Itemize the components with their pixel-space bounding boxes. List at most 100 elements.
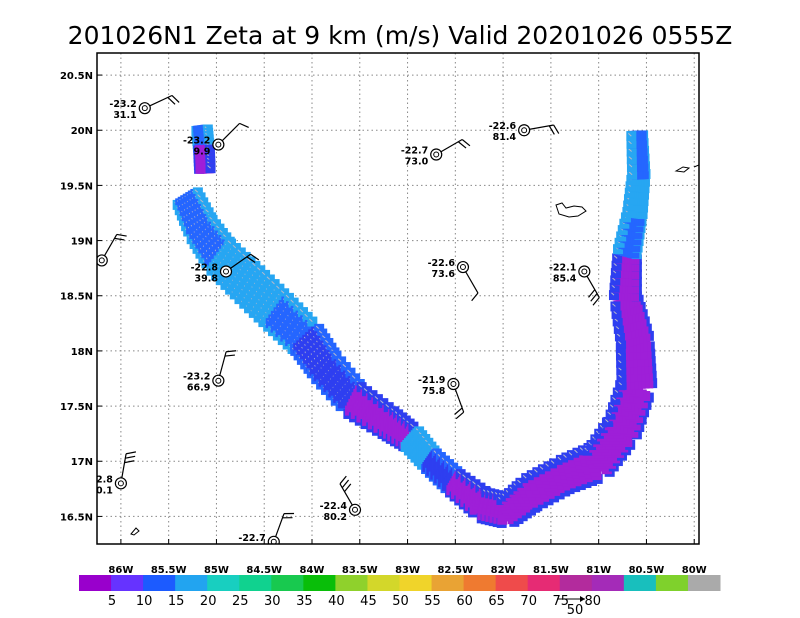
band-arrow-1079 — [612, 303, 616, 307]
band-arrow-791 — [539, 466, 544, 470]
colorbar-label-15: 80 — [585, 594, 602, 609]
band-arrow-1007 — [617, 359, 622, 364]
station-8-barb-1 — [224, 354, 235, 357]
x-tick-label-7: 82.5W — [437, 565, 473, 576]
colorbar-label-5: 30 — [264, 594, 281, 609]
band-arrow-1088 — [610, 292, 615, 296]
band-arrow-233 — [290, 299, 294, 303]
station-9-barb-0 — [455, 411, 465, 420]
station-7-barb-2 — [588, 289, 596, 298]
x-tick-label-12: 80W — [682, 565, 707, 576]
band-arrow-260 — [304, 313, 308, 318]
band-arrow-251 — [299, 309, 304, 313]
band-arrow-242 — [295, 304, 299, 308]
station-9-ring — [447, 377, 460, 391]
band-arrow-935 — [607, 411, 611, 415]
station-5-value-top: -22.8 — [191, 262, 219, 273]
station-11-value-top: -22.7 — [238, 533, 265, 544]
band-arrow-269 — [309, 318, 313, 322]
band-arrow-350 — [342, 363, 347, 368]
band-arrow-332 — [333, 352, 337, 357]
station-5-ring — [219, 265, 233, 278]
station-0: -23.231.1 — [109, 94, 180, 121]
colorbar-label-9: 50 — [392, 594, 409, 609]
station-3-barb-0 — [553, 124, 560, 134]
station-10-barb-0 — [125, 451, 137, 455]
station-12: -22.480.2 — [320, 475, 362, 523]
band-arrow-881 — [588, 441, 592, 446]
colorbar-swatch-7 — [303, 575, 336, 591]
band-arrow-620 — [467, 477, 471, 482]
station-5: -22.839.8 — [191, 253, 260, 284]
band-arrow-764 — [522, 475, 527, 479]
station-3-value-bottom: 81.4 — [493, 132, 517, 143]
band-arrow-1106 — [611, 277, 616, 281]
colorbar-swatch-2 — [143, 575, 176, 591]
band-arrow-287 — [318, 330, 323, 334]
station-10: 22.820.1 — [97, 451, 137, 496]
band-arrow-1016 — [617, 352, 622, 356]
band-arrow-44 — [205, 209, 209, 213]
band-arrow-638 — [477, 484, 481, 488]
station-0-ring — [138, 102, 151, 115]
plot-frame — [96, 52, 700, 545]
station-6-ring — [456, 260, 470, 274]
station-6-value-bottom: 73.6 — [432, 269, 456, 280]
station-6-core — [459, 264, 466, 271]
band-arrow-1277 — [628, 148, 632, 152]
reference-arrow-head — [580, 596, 585, 602]
band-arrow-116 — [227, 240, 232, 244]
y-tick-label-5: 19N — [71, 237, 93, 248]
station-9-core — [450, 381, 457, 388]
station-4-core — [98, 257, 105, 264]
station-12-ring — [348, 503, 362, 516]
band-arrow-1133 — [613, 255, 618, 259]
x-tick-label-10: 81W — [586, 565, 611, 576]
x-tick-label-11: 80.5W — [629, 565, 665, 576]
colorbar-label-12: 65 — [488, 594, 505, 609]
band-arrow-755 — [517, 479, 521, 484]
band-arrow-26 — [199, 199, 204, 203]
station-11: -22.767.9 — [238, 512, 295, 544]
small-band-arrow-107 — [207, 165, 211, 169]
y-tick-label-1: 17N — [71, 457, 93, 468]
colorbar-swatch-10 — [399, 575, 433, 591]
band-arrow-1250 — [628, 171, 633, 176]
band-arrow-1259 — [628, 163, 633, 168]
colorbar-swatch-0 — [79, 575, 112, 591]
station-12-barb-0 — [339, 475, 347, 485]
y-tick-label-3: 18N — [71, 347, 93, 358]
colorbar-swatch-14 — [527, 575, 561, 591]
colorbar-label-4: 25 — [232, 594, 249, 609]
band-arrow-431 — [385, 404, 390, 408]
station-9-value-top: -21.9 — [418, 375, 445, 386]
band-arrow-125 — [232, 244, 237, 249]
band-arrow-152 — [247, 258, 251, 262]
station-9: -21.975.8 — [418, 375, 465, 420]
station-7-core — [581, 268, 588, 275]
band-arrow-827 — [563, 454, 567, 458]
band-arrow-1286 — [628, 140, 632, 145]
band-arrow-215 — [280, 290, 285, 294]
band-arrow-35 — [202, 204, 207, 208]
station-10-barb-2 — [124, 460, 135, 464]
band-arrow-818 — [557, 456, 562, 461]
station-8-barb-shaft — [219, 351, 227, 377]
x-tick-label-4: 84W — [300, 565, 325, 576]
station-6-barb-shaft — [464, 271, 479, 294]
station-0-barb-1 — [167, 96, 176, 105]
station-6-barb-0 — [471, 292, 479, 302]
station-0-barb-0 — [171, 95, 180, 103]
colorbar-swatch-3 — [175, 575, 208, 591]
island-outline-3 — [693, 164, 699, 168]
station-4 — [97, 233, 127, 267]
station-1-core — [215, 141, 222, 148]
station-2-barb-shaft — [440, 138, 463, 153]
station-0-barb-shaft — [149, 94, 173, 107]
station-4-barb-shaft — [103, 234, 118, 257]
station-10-ring — [114, 477, 127, 490]
band-arrow-422 — [380, 400, 384, 404]
band-arrow-197 — [271, 281, 275, 285]
y-tick-label-8: 20.5N — [60, 71, 93, 82]
band-arrow-1061 — [614, 318, 619, 322]
